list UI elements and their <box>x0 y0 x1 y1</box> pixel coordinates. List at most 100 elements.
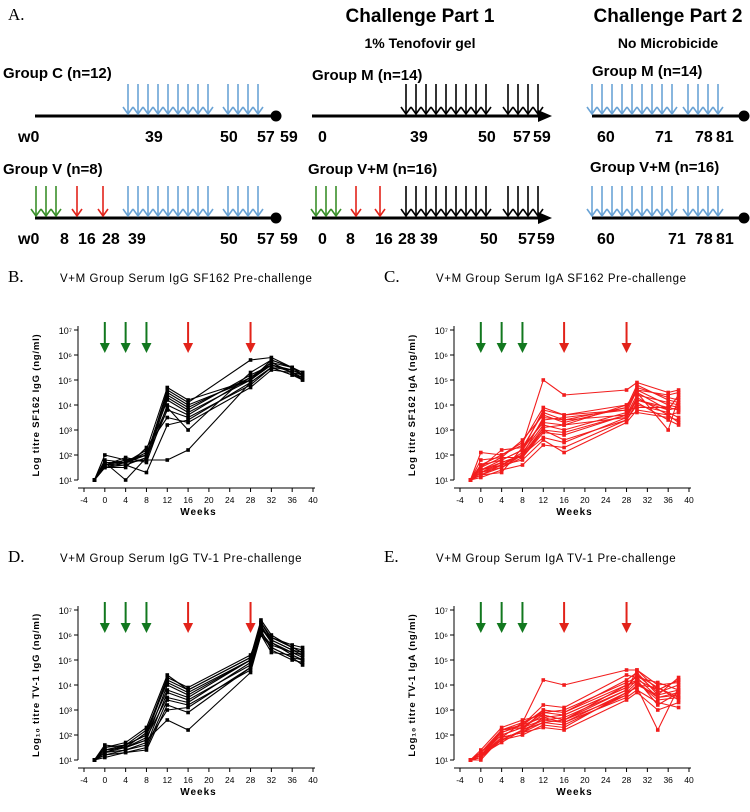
data-point <box>186 685 190 690</box>
data-point <box>562 418 566 422</box>
vaccination-arrow-head <box>559 623 570 633</box>
data-point <box>123 465 128 470</box>
timeline-tick-groupM2-2: 78 <box>695 129 713 146</box>
data-point <box>562 433 566 437</box>
data-point <box>269 640 274 645</box>
schedule-arrow-groupV-4-3-head <box>252 208 264 218</box>
data-point <box>165 683 170 687</box>
challenge-part1-title: Challenge Part 1 <box>346 6 495 27</box>
data-point <box>635 405 639 410</box>
data-point <box>165 423 170 427</box>
data-point <box>520 453 525 457</box>
timeline-label-groupC: Group C (n=12) <box>3 65 112 82</box>
data-point <box>290 365 294 370</box>
data-point <box>666 408 670 412</box>
y-tick-label: 10⁴ <box>434 401 448 411</box>
data-point <box>635 410 639 415</box>
data-point <box>186 695 190 700</box>
x-tick-label: 32 <box>643 495 653 505</box>
data-point <box>259 628 263 632</box>
data-point <box>562 450 566 455</box>
x-tick-label: 24 <box>225 775 235 785</box>
chart-panel-label: C. <box>384 267 400 286</box>
data-point <box>269 358 274 362</box>
vaccination-arrow-head <box>559 343 570 353</box>
data-point <box>676 403 681 407</box>
data-point <box>541 378 546 382</box>
data-point <box>269 633 274 637</box>
y-tick-label: 10² <box>435 451 448 461</box>
data-point <box>562 428 566 432</box>
x-tick-label: 0 <box>478 495 483 505</box>
data-point <box>300 378 305 382</box>
x-tick-label: 0 <box>478 775 483 785</box>
data-point <box>165 680 170 685</box>
schedule-arrow-groupC-0-2-head <box>142 106 154 116</box>
y-tick-label: 10³ <box>435 426 448 436</box>
data-point <box>290 658 294 662</box>
schedule-arrow-groupVM1-3-1-head <box>410 208 422 218</box>
data-point <box>92 478 97 482</box>
data-point <box>520 443 525 447</box>
data-point <box>144 738 149 742</box>
data-point <box>655 688 660 692</box>
schedule-arrow-groupVM1-3-5-head <box>450 208 462 218</box>
data-point <box>676 688 681 692</box>
vaccination-arrow-head <box>120 623 131 633</box>
data-point <box>165 415 170 420</box>
data-point <box>300 655 305 660</box>
y-axis-label: Log₁₀ titre TV-1 IgA (ng/ml) <box>407 613 418 756</box>
data-point <box>123 748 128 752</box>
data-point <box>624 688 629 692</box>
vaccination-arrow-head <box>99 623 110 633</box>
schedule-arrow-groupC-1-2-head <box>242 106 254 116</box>
y-tick-label: 10¹ <box>59 476 72 486</box>
schedule-arrow-groupM2-1-3-head <box>712 106 724 116</box>
y-tick-label: 10⁵ <box>58 656 72 666</box>
series-line-6 <box>470 674 679 761</box>
data-point <box>635 390 639 395</box>
series-line-6 <box>93 366 303 481</box>
data-point <box>666 405 670 410</box>
timeline-tick-groupVM1-1: 8 <box>346 231 355 248</box>
schedule-arrow-groupV-0-1-head <box>40 208 52 218</box>
data-point <box>541 720 546 725</box>
x-tick-label: 8 <box>520 775 525 785</box>
data-point <box>676 390 681 395</box>
data-point <box>635 388 639 392</box>
data-point <box>666 418 670 422</box>
y-tick-label: 10³ <box>59 706 72 716</box>
data-point <box>635 688 639 692</box>
schedule-arrow-groupVM1-3-7-head <box>470 208 482 218</box>
schedule-arrow-groupV-0-2-head <box>50 208 62 218</box>
timeline-tick-groupVM2-0: 60 <box>597 231 615 248</box>
vaccination-arrow-head <box>475 343 486 353</box>
data-point <box>499 448 504 452</box>
data-point <box>123 750 128 755</box>
vaccination-arrow-head <box>120 343 131 353</box>
x-tick-label: 4 <box>123 775 128 785</box>
data-point <box>186 698 190 702</box>
data-point <box>562 715 566 720</box>
data-point <box>144 458 149 462</box>
data-point <box>562 445 566 450</box>
schedule-arrow-groupM1-0-1-head <box>410 106 422 116</box>
data-point <box>676 400 681 405</box>
timeline-label-groupVM1: Group V+M (n=16) <box>308 161 437 178</box>
x-tick-label: 4 <box>499 495 504 505</box>
y-axis-label: Log titre SF162 IgG (ng/ml) <box>31 334 42 477</box>
data-point <box>269 645 274 650</box>
timeline-tick-groupV-5: 50 <box>220 231 238 248</box>
data-point <box>676 410 681 415</box>
data-point <box>562 713 566 717</box>
timeline-end-dot <box>270 212 282 224</box>
data-point <box>144 470 149 475</box>
data-point <box>635 680 639 685</box>
data-point <box>186 705 190 710</box>
data-point <box>666 415 670 420</box>
challenge-part2-title: Challenge Part 2 <box>594 6 743 27</box>
series-line-14 <box>470 391 680 481</box>
data-point <box>248 370 253 375</box>
schedule-arrow-groupM1-1-2-head <box>522 106 534 116</box>
timeline-tick-groupVM1-0: 0 <box>318 231 327 248</box>
